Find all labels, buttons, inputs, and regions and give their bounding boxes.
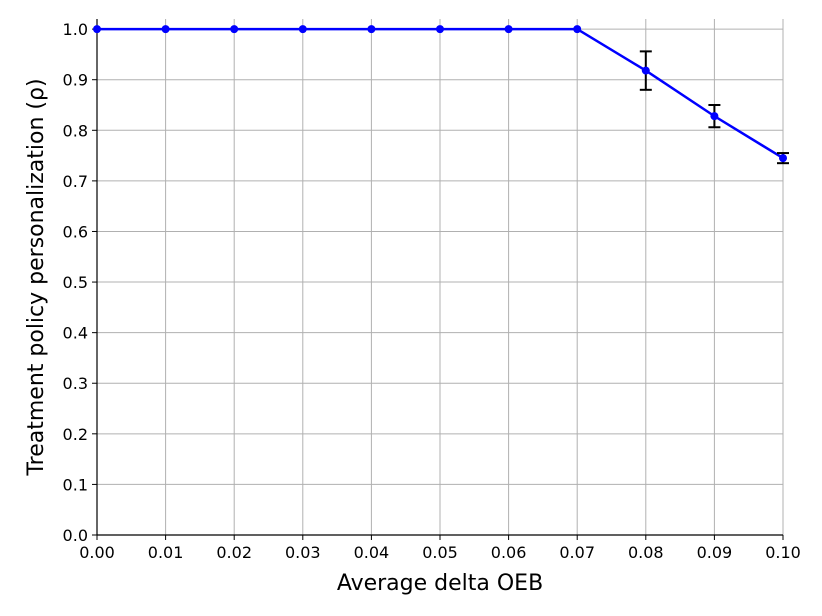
x-tick-label: 0.09 bbox=[697, 543, 733, 562]
x-tick-label: 0.01 bbox=[148, 543, 184, 562]
y-tick-label: 0.0 bbox=[63, 526, 88, 545]
x-tick-label: 0.10 bbox=[765, 543, 801, 562]
point bbox=[504, 25, 513, 34]
y-tick-label: 0.3 bbox=[63, 374, 88, 393]
point bbox=[573, 25, 582, 34]
point bbox=[779, 154, 787, 163]
y-axis-label: Treatment policy personalization (ρ) bbox=[24, 78, 49, 476]
point bbox=[298, 25, 307, 34]
point bbox=[93, 25, 101, 34]
y-tick-label: 0.7 bbox=[63, 172, 88, 191]
x-tick-label: 0.04 bbox=[354, 543, 390, 562]
point bbox=[710, 112, 719, 121]
point bbox=[230, 25, 239, 34]
x-axis-label: Average delta OEB bbox=[337, 571, 543, 596]
point bbox=[436, 25, 444, 34]
x-tick-label: 0.08 bbox=[628, 543, 664, 562]
y-tick-label: 0.4 bbox=[63, 324, 88, 343]
x-tick-label: 0.00 bbox=[79, 543, 115, 562]
point bbox=[641, 66, 650, 75]
point bbox=[367, 25, 376, 34]
x-tick-label: 0.05 bbox=[422, 543, 458, 562]
point bbox=[161, 25, 170, 34]
y-tick-label: 0.5 bbox=[63, 273, 88, 292]
y-tick-label: 1.0 bbox=[63, 20, 88, 39]
y-tick-label: 0.8 bbox=[63, 121, 88, 140]
y-tick-label: 0.9 bbox=[63, 71, 88, 90]
x-tick-label: 0.06 bbox=[491, 543, 527, 562]
y-tick-label: 0.1 bbox=[63, 475, 88, 494]
y-tick-label: 0.6 bbox=[63, 222, 88, 241]
x-tick-label: 0.07 bbox=[559, 543, 595, 562]
x-tick-label: 0.03 bbox=[285, 543, 321, 562]
x-tick-label: 0.02 bbox=[216, 543, 252, 562]
y-tick-label: 0.2 bbox=[63, 425, 88, 444]
